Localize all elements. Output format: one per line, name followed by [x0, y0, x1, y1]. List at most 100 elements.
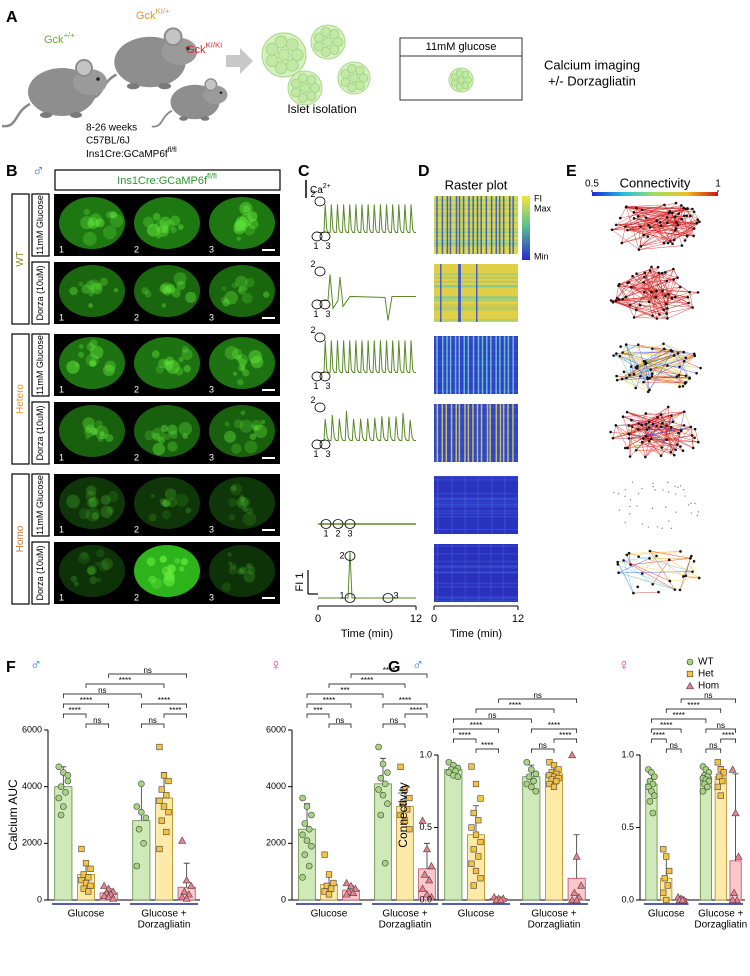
cell-marker-label: 2: [339, 550, 344, 560]
raster-cell-row: [434, 600, 518, 602]
network-node: [648, 389, 651, 392]
raster-event: [495, 336, 497, 394]
data-point: [471, 846, 477, 852]
data-point: [573, 853, 580, 859]
network-node: [653, 486, 654, 487]
cell-marker: [312, 440, 322, 449]
sex-symbol: ♀: [618, 657, 630, 674]
raster-event: [504, 336, 506, 394]
data-point: [157, 744, 163, 750]
data-point: [138, 809, 144, 815]
network-node: [665, 312, 668, 315]
islet-cell: [348, 64, 357, 73]
data-point: [473, 832, 479, 838]
cell-signal: [158, 437, 165, 444]
raster-cell-row: [434, 245, 518, 247]
data-point: [308, 843, 314, 849]
cell-label: 3: [209, 452, 214, 462]
data-point: [376, 787, 382, 793]
time-axis-label: Time (min): [450, 628, 502, 640]
network-node: [664, 295, 667, 298]
data-point: [306, 863, 312, 869]
network-edge: [629, 553, 639, 556]
group-label: Dorzagliatin: [379, 920, 432, 931]
raster-cell-row: [434, 208, 518, 210]
network-node: [679, 445, 682, 448]
data-point: [138, 781, 144, 787]
network-node: [650, 437, 653, 440]
network-node: [668, 520, 669, 521]
network-node: [684, 574, 687, 577]
data-point: [308, 812, 314, 818]
data-point: [553, 778, 559, 784]
data-point: [331, 880, 337, 886]
time-tick-label: 12: [512, 613, 524, 625]
raster-cell-row: [434, 222, 518, 224]
data-point: [328, 886, 334, 892]
islet-cell: [301, 84, 310, 93]
cell-signal: [229, 514, 236, 521]
network-node: [629, 304, 632, 307]
group-label: Dorzagliatin: [528, 920, 581, 931]
raster-event: [491, 476, 493, 534]
cell-signal: [186, 508, 192, 514]
condition-label: Dorza (10uM): [35, 265, 45, 320]
network-node: [682, 449, 685, 452]
y-tick-label: 0.0: [621, 894, 634, 904]
data-point: [56, 795, 62, 801]
cell-signal: [87, 567, 95, 575]
colorbar-min-label: Min: [534, 251, 549, 261]
islet-cell: [458, 77, 464, 83]
cell-signal: [149, 514, 157, 522]
network-node: [666, 221, 669, 224]
network-node: [640, 245, 643, 248]
network-node: [637, 428, 640, 431]
cell-signal: [225, 346, 239, 360]
arrow: [226, 48, 253, 74]
raster-event: [442, 404, 444, 462]
cell-signal: [89, 279, 100, 290]
network-node: [635, 272, 638, 275]
cell-signal: [79, 508, 90, 519]
network-node: [647, 224, 650, 227]
network-node: [656, 416, 659, 419]
imaging-label: Calcium imaging: [544, 57, 640, 72]
network-node: [666, 364, 669, 367]
cell-marker-label: 1: [313, 309, 318, 319]
cell-signal: [263, 291, 269, 297]
network-node: [659, 221, 662, 224]
group-label: Glucose: [311, 909, 348, 920]
network-node: [648, 421, 651, 424]
raster-event: [472, 404, 474, 462]
data-point: [475, 854, 481, 860]
cell-signal: [143, 217, 154, 228]
data-point: [660, 890, 666, 896]
raster-event: [446, 404, 448, 462]
network-node: [649, 550, 652, 553]
cell-signal: [96, 549, 104, 557]
cell-label: 2: [134, 524, 139, 534]
network-node: [616, 379, 619, 382]
network-node: [626, 411, 629, 414]
network-node: [670, 349, 673, 352]
cell-signal: [167, 425, 178, 436]
network-node: [693, 211, 696, 214]
data-point: [302, 852, 308, 858]
network-node: [675, 493, 676, 494]
cell-signal: [148, 576, 156, 584]
cell-marker-label: 2: [310, 189, 315, 199]
network-node: [670, 451, 673, 454]
cell-signal: [237, 379, 243, 385]
network-node: [672, 278, 675, 281]
network-node: [675, 202, 678, 205]
data-point: [183, 877, 190, 883]
significance-label: ****: [383, 666, 395, 675]
cell-signal: [86, 427, 92, 433]
raster-event: [450, 336, 452, 394]
y-tick-label: 0: [281, 894, 286, 904]
network-node: [651, 314, 654, 317]
data-point: [533, 771, 539, 777]
significance-label: ****: [481, 741, 493, 750]
network-edge: [639, 246, 682, 250]
calcium-trace: [318, 204, 416, 232]
